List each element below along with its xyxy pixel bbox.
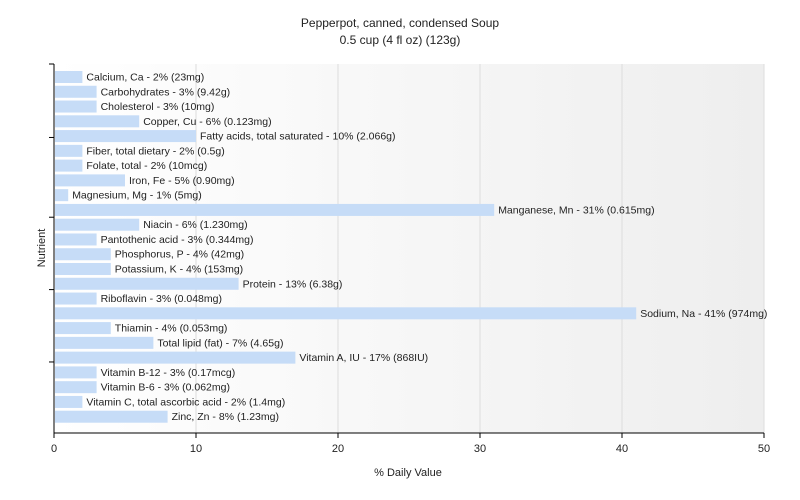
bar-label: Riboflavin - 3% (0.048mg) xyxy=(101,293,222,305)
bar xyxy=(55,381,97,394)
bar xyxy=(55,248,111,261)
bar xyxy=(55,307,637,320)
bar xyxy=(55,71,83,83)
bar-label: Pantothenic acid - 3% (0.344mg) xyxy=(101,234,254,246)
bar xyxy=(55,395,83,408)
bar-label: Total lipid (fat) - 7% (4.65g) xyxy=(157,337,283,349)
bar xyxy=(55,100,97,113)
x-tick-label: 0 xyxy=(51,443,57,455)
bar xyxy=(55,218,140,231)
x-tick-label: 30 xyxy=(474,443,486,455)
bar xyxy=(55,336,154,349)
bar xyxy=(55,366,97,379)
bar xyxy=(55,115,140,128)
bar xyxy=(55,144,83,157)
axes: 0 10 20 30 40 50 xyxy=(49,63,770,455)
bar xyxy=(55,351,296,364)
bar-label: Copper, Cu - 6% (0.123mg) xyxy=(143,116,271,128)
bar-label: Calcium, Ca - 2% (23mg) xyxy=(86,72,204,84)
bar xyxy=(55,130,196,143)
bar-label: Potassium, K - 4% (153mg) xyxy=(115,264,243,276)
x-tick-label: 20 xyxy=(332,443,344,455)
bar-label: Vitamin B-6 - 3% (0.062mg) xyxy=(101,382,230,394)
plot-area xyxy=(54,64,764,433)
bars: Calcium, Ca - 2% (23mg) Carbohydrates - 3… xyxy=(55,71,767,423)
grid-lines xyxy=(195,64,765,433)
bar-label: Cholesterol - 3% (10mg) xyxy=(101,101,215,113)
x-tick-label: 40 xyxy=(616,443,628,455)
bar-label: Niacin - 6% (1.230mg) xyxy=(143,219,247,231)
chart-title: Pepperpot, canned, condensed Soup xyxy=(301,16,499,30)
y-axis-title: Nutrient xyxy=(36,229,48,268)
x-axis-title: % Daily Value xyxy=(374,467,442,479)
bar-label: Sodium, Na - 41% (974mg) xyxy=(640,308,767,320)
bar-label: Vitamin A, IU - 17% (868IU) xyxy=(299,352,428,364)
bar xyxy=(55,263,111,276)
bar xyxy=(55,233,97,246)
x-tick-label: 50 xyxy=(758,443,770,455)
bar xyxy=(55,277,239,290)
bar-label: Carbohydrates - 3% (9.42g) xyxy=(101,86,231,98)
bar xyxy=(55,189,69,202)
bar-label: Vitamin B-12 - 3% (0.17mcg) xyxy=(101,367,236,379)
bar xyxy=(55,410,168,423)
bar xyxy=(55,322,111,335)
bar-label: Fatty acids, total saturated - 10% (2.06… xyxy=(200,131,396,143)
bar-label: Iron, Fe - 5% (0.90mg) xyxy=(129,175,235,187)
bar-label: Manganese, Mn - 31% (0.615mg) xyxy=(498,204,654,216)
bar xyxy=(55,159,83,172)
bar-label: Fiber, total dietary - 2% (0.5g) xyxy=(86,145,224,157)
bar-label: Protein - 13% (6.38g) xyxy=(243,278,343,290)
chart-subtitle: 0.5 cup (4 fl oz) (123g) xyxy=(340,33,461,47)
bar-label: Thiamin - 4% (0.053mg) xyxy=(115,323,228,335)
bar-label: Phosphorus, P - 4% (42mg) xyxy=(115,249,244,261)
bar-label: Magnesium, Mg - 1% (5mg) xyxy=(72,190,202,202)
bar xyxy=(55,174,125,187)
x-tick-label: 10 xyxy=(190,443,202,455)
bar-label: Vitamin C, total ascorbic acid - 2% (1.4… xyxy=(86,396,285,408)
bar xyxy=(55,203,495,216)
bar xyxy=(55,85,97,98)
bar-label: Folate, total - 2% (10mcg) xyxy=(86,160,207,172)
bar xyxy=(55,292,97,305)
bar-label: Zinc, Zn - 8% (1.23mg) xyxy=(172,411,279,423)
